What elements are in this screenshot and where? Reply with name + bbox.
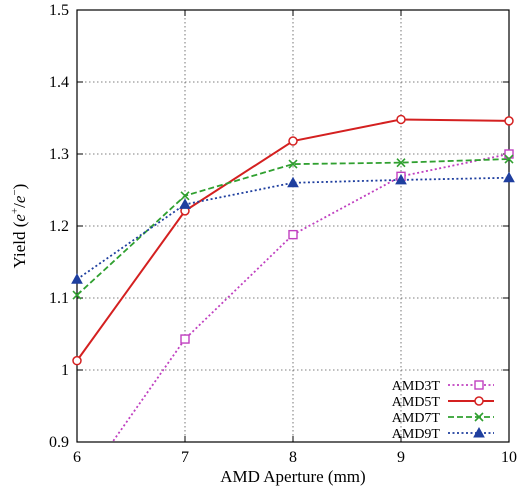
data-point-amd7t (504, 154, 514, 164)
data-point-amd5t (396, 114, 406, 125)
y-axis-title-close: ) (10, 184, 29, 190)
markers (71, 114, 515, 366)
y-axis-title-sup1: + (9, 208, 21, 214)
grid (77, 10, 509, 442)
y-tick-label: 1.5 (49, 2, 69, 19)
data-point-amd9t (179, 198, 191, 209)
y-axis-title-sup2: − (9, 189, 21, 195)
y-tick-label: 1 (61, 362, 69, 379)
data-point-amd9t (71, 273, 83, 284)
data-point-amd7t (72, 290, 82, 300)
y-tick-label: 1.2 (49, 218, 69, 235)
y-tick-label: 1.4 (49, 74, 69, 91)
y-axis-title-e1: e (10, 214, 29, 222)
data-point-amd7t (180, 191, 190, 201)
legend-label-amd7t: AMD7T (392, 411, 441, 426)
series-line-amd5t (77, 118, 509, 362)
x-axis-title: AMD Aperture (mm) (220, 467, 365, 486)
data-point-amd5t (504, 116, 514, 126)
legend-marker-amd5t (474, 396, 484, 406)
data-point-amd9t (395, 173, 407, 185)
y-tick-label: 1.3 (49, 146, 69, 163)
legend-label-amd9t: AMD9T (392, 427, 441, 442)
data-point-amd3t (288, 229, 298, 240)
y-axis-title-main: Yield ( (10, 221, 29, 268)
data-point-amd5t (72, 355, 82, 366)
x-tick-label: 9 (397, 449, 405, 466)
data-point-amd7t (396, 158, 406, 168)
data-point-amd9t (503, 171, 515, 183)
data-point-amd7t (288, 159, 298, 169)
x-tick-label: 10 (501, 449, 517, 466)
legend-marker-amd7t (474, 412, 484, 422)
x-tick-label: 8 (289, 449, 297, 466)
x-tick-labels: 6 7 8 9 10 (73, 449, 517, 466)
y-tick-labels: 0.9 1 1.1 1.2 1.3 1.4 1.5 (49, 2, 69, 451)
y-axis-title-e2: e (10, 195, 29, 203)
x-tick-label: 6 (73, 449, 81, 466)
legend-label-amd3t: AMD3T (392, 379, 441, 394)
data-point-amd3t (180, 334, 190, 344)
data-point-amd9t (287, 176, 299, 188)
series-line-amd9t (77, 176, 509, 281)
y-axis-title: Yield (e+/e−) (9, 184, 29, 269)
y-tick-label: 0.9 (49, 434, 69, 451)
legend-marker-amd3t (474, 380, 484, 390)
y-tick-label: 1.1 (49, 290, 69, 307)
data-point-amd5t (288, 136, 298, 146)
legend-label-amd5t: AMD5T (392, 395, 441, 410)
y-axis-title-slash: / (10, 203, 29, 208)
x-tick-label: 7 (181, 449, 189, 466)
legend-marker-amd9t (473, 426, 485, 438)
